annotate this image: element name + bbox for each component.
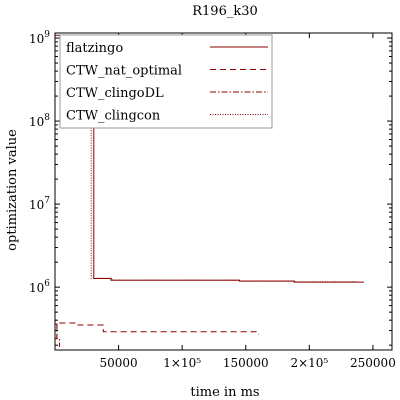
y-tick-label: 108	[29, 113, 50, 129]
y-tick-exponent: 6	[44, 279, 50, 289]
series-line-4	[90, 35, 358, 283]
legend-label: CTW_clingoDL	[66, 86, 164, 101]
y-tick-base: 10	[29, 115, 44, 129]
y-tick-label: 106	[29, 279, 50, 295]
x-tick-label: 250000	[350, 356, 396, 370]
legend-label: CTW_nat_optimal	[66, 64, 182, 79]
legend-box	[59, 34, 273, 129]
x-axis-label: time in ms	[190, 385, 259, 400]
legend-label: flatzingo	[66, 41, 123, 56]
y-tick-exponent: 9	[44, 30, 50, 40]
x-tick-label: 2×10⁵	[290, 356, 328, 370]
plot-area	[55, 34, 365, 348]
series-line-3	[55, 323, 60, 348]
legend: flatzingo CTW_nat_optimal CTW_clingoDL CTW_…	[59, 34, 273, 129]
x-axis: 50000 1×10⁵ 150000 2×10⁵ 250000	[99, 33, 396, 370]
y-tick-exponent: 8	[44, 113, 50, 123]
y-tick-label: 107	[29, 196, 50, 212]
y-tick-base: 10	[29, 198, 44, 212]
x-tick-label: 50000	[99, 356, 137, 370]
legend-label: CTW_clingcon	[66, 109, 161, 124]
y-axis-label: optimization value	[5, 129, 20, 251]
y-tick-label: 109	[29, 30, 50, 46]
chart-title: R196_k30	[192, 4, 258, 19]
y-tick-exponent: 7	[44, 196, 50, 206]
plot-frame	[54, 32, 393, 351]
y-tick-base: 10	[29, 281, 44, 295]
y-tick-base: 10	[29, 32, 44, 46]
x-tick-label: 150000	[223, 356, 269, 370]
x-tick-label: 1×10⁵	[163, 356, 201, 370]
series-line-1	[55, 34, 365, 283]
series-line-2	[55, 322, 259, 340]
